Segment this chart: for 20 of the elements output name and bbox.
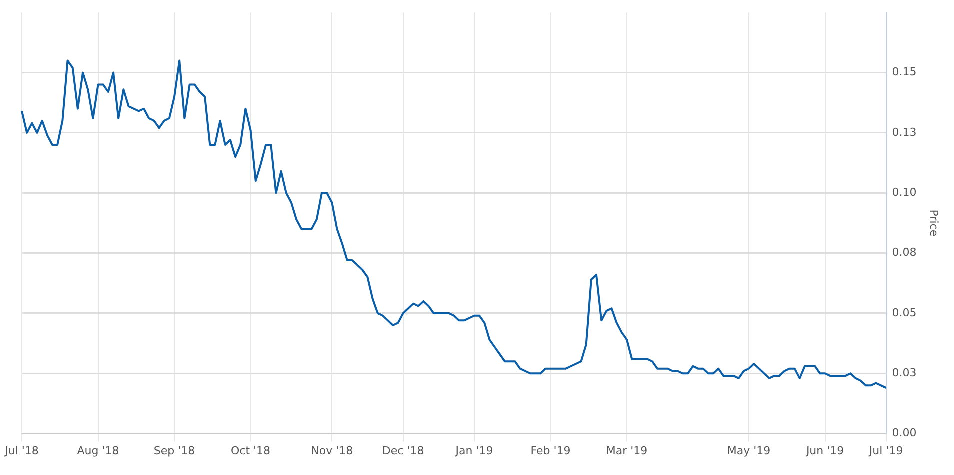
y-tick-label: 0.05 <box>892 306 917 320</box>
x-tick-label: Oct '18 <box>231 444 271 458</box>
x-tick-label: Aug '18 <box>77 444 120 458</box>
y-tick-label: 0.00 <box>892 426 917 440</box>
x-tick-label: Jan '19 <box>454 444 494 458</box>
x-tick-label: Jun '19 <box>805 444 844 458</box>
y-axis-title: Price <box>928 210 941 237</box>
y-tick-label: 0.08 <box>892 246 917 260</box>
y-tick-label: 0.15 <box>892 66 917 79</box>
y-tick-label: 0.10 <box>892 186 917 199</box>
x-tick-label: Mar '19 <box>606 444 648 458</box>
x-tick-label: Jul '18 <box>4 444 39 458</box>
x-tick-label: Feb '19 <box>530 444 571 458</box>
x-tick-label: Sep '18 <box>154 444 196 458</box>
x-tick-label: Nov '18 <box>311 444 354 458</box>
y-tick-label: 0.03 <box>892 366 917 380</box>
y-tick-label: 0.13 <box>892 126 917 139</box>
x-tick-label: Jul '19 <box>868 444 904 458</box>
x-tick-label: May '19 <box>727 444 771 458</box>
x-tick-label: Dec '18 <box>382 444 424 458</box>
